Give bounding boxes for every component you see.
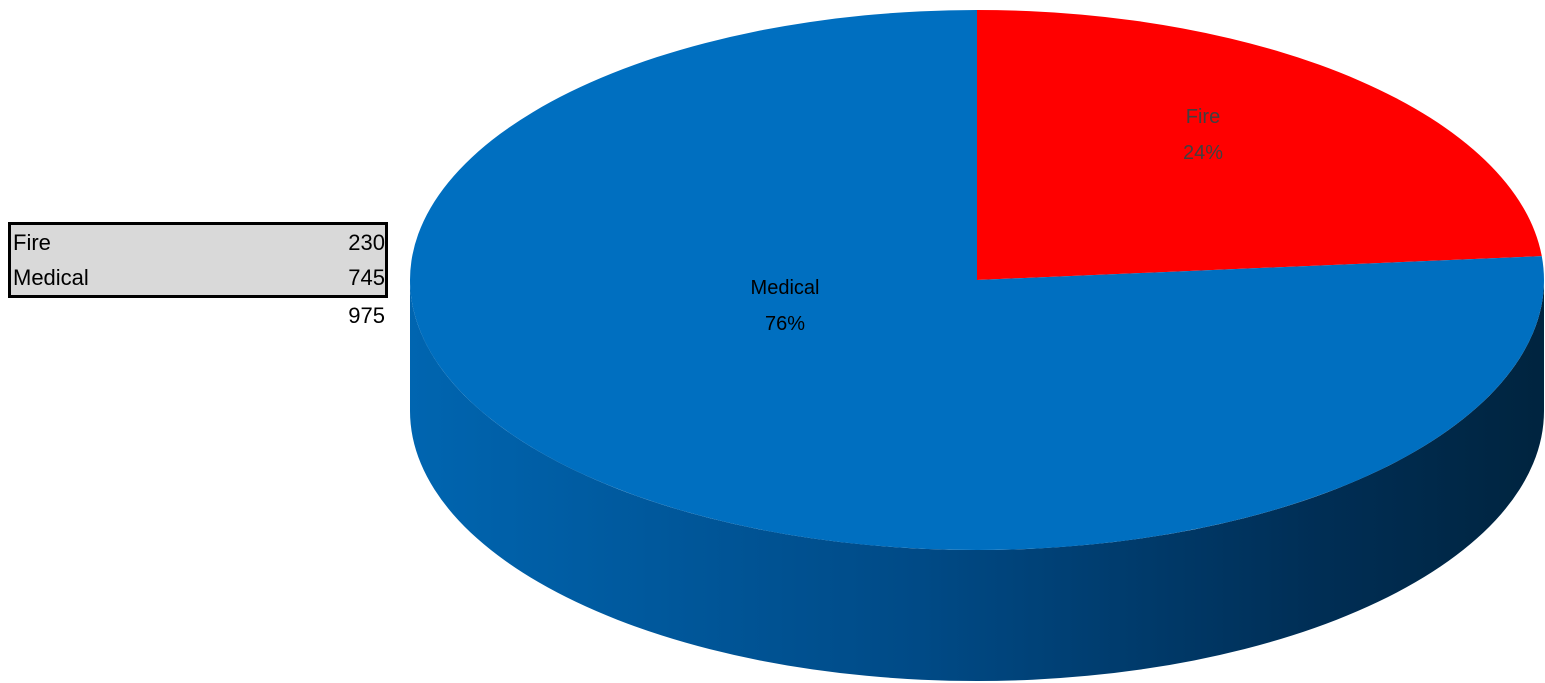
pie-side-wall [410,280,1544,681]
slice-label-fire-name: Fire [1186,106,1220,128]
data-table: Fire 230 Medical 745 975 [8,222,388,334]
row-value: 230 [348,230,385,255]
slice-label-medical-name: Medical [751,277,820,299]
table-row: Fire 230 [11,225,385,260]
slice-label-fire-percent: 24% [1183,142,1223,164]
row-label: Medical [13,265,89,290]
total-row: 975 [8,298,388,334]
pie-layer [409,10,1544,681]
pie-slice-fire [977,10,1542,280]
total-value: 975 [348,303,385,328]
pie-slice-medical [409,10,1544,550]
row-value: 745 [348,265,385,290]
table-row: Medical 745 [11,260,385,295]
row-label: Fire [13,230,51,255]
slice-label-medical-percent: 76% [765,313,805,335]
data-table-box: Fire 230 Medical 745 [8,222,388,298]
